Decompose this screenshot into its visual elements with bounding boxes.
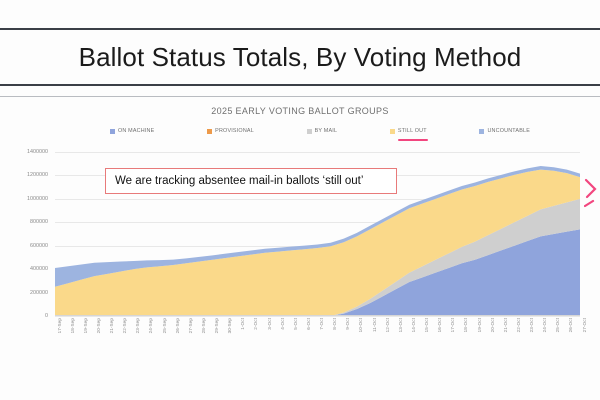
gridline <box>55 152 580 153</box>
x-axis-tick-label: 20-Oct <box>489 318 495 333</box>
x-axis-tick-label: 9-Oct <box>345 318 351 330</box>
legend-item-label: STILL OUT <box>397 128 427 134</box>
x-axis-tick-label: 19-Oct <box>476 318 482 333</box>
legend-item-label: ON MACHINE <box>118 128 155 134</box>
x-axis-tick-label: 24-Oct <box>542 318 548 333</box>
x-axis-tick-label: 19-Sep <box>82 318 88 334</box>
x-axis-tick-label: 11-Oct <box>371 318 377 333</box>
y-axis-labels: 0 200000 400000 600000 800000 1000000 1200000 1… <box>0 149 52 319</box>
legend-item-label: PROVISIONAL <box>215 128 254 134</box>
y-axis-tick-label: 200000 <box>30 289 48 296</box>
legend-swatch-icon <box>389 128 395 134</box>
x-axis-labels: 17-Sep 18-Sep 19-Sep 20-Sep 21-Sep 22-Sep 23-S… <box>55 318 587 356</box>
y-axis-tick-label: 1400000 <box>27 149 48 155</box>
chart-title: 2025 EARLY VOTING BALLOT GROUPS <box>211 106 389 116</box>
x-axis-tick-label: 7-Oct <box>319 318 325 330</box>
y-axis-tick-label: 400000 <box>30 266 48 273</box>
x-axis-tick-label: 22-Oct <box>515 318 521 333</box>
y-axis-tick-label: 800000 <box>30 219 48 226</box>
x-axis-tick-label: 30-Sep <box>227 318 233 334</box>
area-series-by-mail <box>55 198 580 316</box>
x-axis-tick-label: 27-Sep <box>187 318 193 334</box>
legend-item-uncountable[interactable]: UNCOUNTABLE <box>479 128 530 134</box>
x-axis-tick-label: 18-Oct <box>463 318 469 333</box>
x-axis-tick-label: 15-Oct <box>424 318 430 333</box>
x-axis-tick-label: 21-Sep <box>109 318 115 334</box>
x-axis-tick-label: 26-Sep <box>174 318 180 334</box>
y-axis-tick-label: 0 <box>45 313 48 319</box>
x-axis-tick-label: 14-Oct <box>410 318 416 333</box>
legend-item-on-machine[interactable]: ON MACHINE <box>110 128 154 134</box>
x-axis-tick-label: 24-Sep <box>148 318 154 334</box>
area-series-still-out <box>55 169 580 316</box>
y-axis-tick-label: 1000000 <box>27 195 48 202</box>
callout-box[interactable]: We are tracking absentee mail-in ballots… <box>105 168 397 194</box>
legend-item-label: UNCOUNTABLE <box>487 128 530 134</box>
chart-legend: ON MACHINE PROVISIONAL BY MAIL STILL OUT UNC… <box>110 128 530 142</box>
gridline <box>55 198 580 200</box>
y-axis-tick-label: 1200000 <box>27 172 48 179</box>
y-axis-tick-label: 600000 <box>30 242 48 249</box>
right-edge-arrow-annotation <box>584 178 597 208</box>
legend-underline-annotation <box>397 139 428 141</box>
x-axis-tick-label: 6-Oct <box>305 318 311 330</box>
x-axis-tick-label: 10-Oct <box>358 318 364 333</box>
x-axis-tick-label: 18-Sep <box>69 318 75 334</box>
x-axis-tick-label: 25-Oct <box>555 318 561 333</box>
legend-item-label: BY MAIL <box>314 128 338 134</box>
x-axis-tick-label: 5-Oct <box>292 318 298 330</box>
x-axis-tick-label: 2-Oct <box>253 318 259 330</box>
secondary-divider-rule <box>0 96 600 97</box>
area-series-on-machine <box>55 229 580 316</box>
x-axis-tick-label: 26-Oct <box>568 318 574 333</box>
x-axis-tick-label: 29-Sep <box>214 318 220 334</box>
x-axis-tick-label: 8-Oct <box>332 318 338 330</box>
x-axis-tick-label: 13-Oct <box>397 318 403 333</box>
x-axis-tick-label: 16-Oct <box>437 318 443 333</box>
x-axis-tick-label: 23-Sep <box>135 318 141 334</box>
callout-text: We are tracking absentee mail-in ballots… <box>115 175 364 187</box>
x-axis-tick-label: 17-Oct <box>450 318 456 333</box>
x-axis-tick-label: 1-Oct <box>240 318 246 330</box>
legend-swatch-icon <box>207 128 213 134</box>
legend-item-by-mail[interactable]: BY MAIL <box>306 128 338 134</box>
slide-title-band: Ballot Status Totals, By Voting Method <box>0 30 600 84</box>
stacked-area-series <box>55 166 580 316</box>
x-axis-tick-label: 4-Oct <box>279 318 285 330</box>
x-axis-tick-label: 25-Sep <box>161 318 167 334</box>
top-divider-rule <box>0 28 600 30</box>
legend-swatch-icon <box>110 128 115 134</box>
gridline <box>55 316 580 317</box>
x-axis-tick-label: 20-Sep <box>95 318 101 334</box>
x-axis-tick-label: 17-Sep <box>56 318 62 334</box>
title-bottom-divider-rule <box>0 84 600 86</box>
chart-container: 2025 EARLY VOTING BALLOT GROUPS ON MACHI… <box>0 100 600 350</box>
x-axis-tick-label: 28-Sep <box>200 318 206 334</box>
legend-item-still-out[interactable]: STILL OUT <box>389 128 428 141</box>
legend-item-provisional[interactable]: PROVISIONAL <box>207 128 254 134</box>
x-axis-tick-label: 3-Oct <box>266 318 272 330</box>
legend-swatch-icon <box>306 128 312 134</box>
x-axis-tick-label: 27-Oct <box>581 318 587 333</box>
x-axis-tick-label: 12-Oct <box>384 318 390 333</box>
x-axis-line <box>55 315 580 316</box>
x-axis-tick-label: 22-Sep <box>122 318 128 334</box>
gridline <box>55 222 580 224</box>
x-axis-tick-label: 23-Oct <box>529 318 535 333</box>
x-axis-tick-label: 21-Oct <box>502 318 508 333</box>
legend-swatch-icon <box>479 128 485 134</box>
page-title: Ballot Status Totals, By Voting Method <box>78 41 522 72</box>
